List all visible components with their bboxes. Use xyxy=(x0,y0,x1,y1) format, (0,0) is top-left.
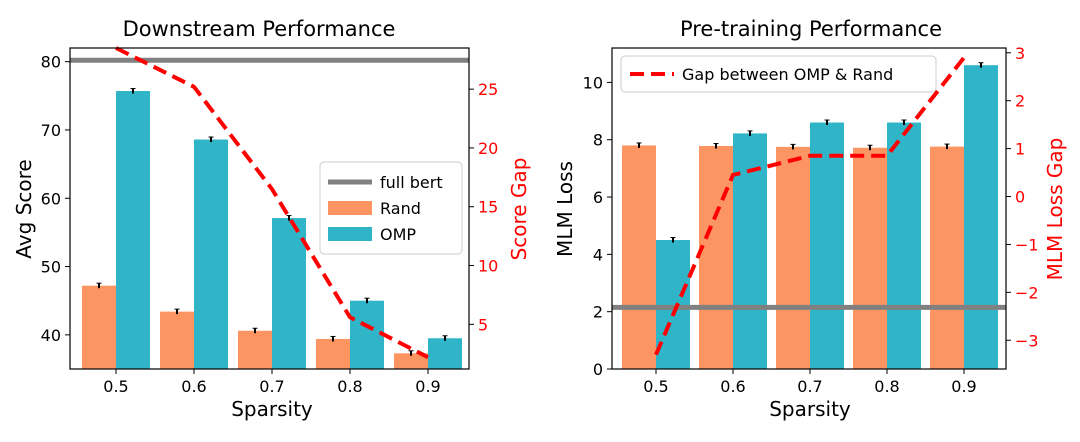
x-axis-title: Sparsity xyxy=(769,397,851,421)
loss-gap-line xyxy=(654,56,966,356)
y2-tick-label: −1 xyxy=(1015,235,1039,254)
y-tick-label: 10 xyxy=(583,73,603,92)
legend-swatch-omp xyxy=(328,227,372,241)
y-tick-label: 40 xyxy=(41,326,61,345)
legend-swatch-rand xyxy=(328,201,372,215)
bar-group xyxy=(82,91,462,370)
x-tick-label: 0.7 xyxy=(259,377,284,396)
bar-rand-0_7 xyxy=(238,330,272,369)
y2-tick-label: 10 xyxy=(478,257,498,276)
bar-rand-0_7 xyxy=(776,146,810,369)
y2-tick-label: 15 xyxy=(478,198,498,217)
bar-rand-0_9 xyxy=(930,146,964,369)
bar-omp-0_5 xyxy=(116,91,150,370)
y-tick-label: 60 xyxy=(41,189,61,208)
bar-omp-0_6 xyxy=(194,139,228,369)
bar-rand-0_6 xyxy=(160,311,194,369)
x-axis-ticks: 0.5 0.6 0.7 0.8 0.9 xyxy=(103,369,441,396)
y2-tick-label: 3 xyxy=(1015,44,1025,63)
bar-rand-0_6 xyxy=(699,146,733,369)
y-tick-label: 80 xyxy=(41,53,61,72)
y-tick-label: 2 xyxy=(593,303,603,322)
bar-omp-0_8 xyxy=(350,300,384,369)
chart-title: Pre-training Performance xyxy=(680,17,942,41)
y2-axis-title: MLM Loss Gap xyxy=(1043,138,1067,281)
x-axis-title: Sparsity xyxy=(231,397,313,421)
legend-label-omp: OMP xyxy=(380,225,416,244)
bar-omp-0_7 xyxy=(810,122,844,370)
y-tick-label: 4 xyxy=(593,245,603,264)
x-tick-label: 0.6 xyxy=(181,377,206,396)
chart-title: Downstream Performance xyxy=(123,17,396,41)
plot-frame xyxy=(69,47,470,370)
legend: Gap between OMP & Rand xyxy=(620,55,937,93)
bar-omp-0_5 xyxy=(656,240,690,369)
y-axis-ticks: 40 50 60 70 80 xyxy=(41,53,70,345)
x-tick-label: 0.9 xyxy=(415,377,440,396)
x-tick-label: 0.5 xyxy=(103,377,128,396)
y2-tick-label: −2 xyxy=(1015,283,1039,302)
y2-tick-label: 0 xyxy=(1015,188,1025,207)
y2-axis-ticks: −3 −2 −1 0 1 2 3 xyxy=(1006,44,1039,350)
bar-rand-0_9 xyxy=(394,353,428,369)
error-bar-group xyxy=(96,88,448,356)
y2-tick-label: 5 xyxy=(478,315,488,334)
bar-omp-0_9 xyxy=(428,338,462,369)
y2-tick-label: 25 xyxy=(478,80,498,99)
y2-tick-label: 20 xyxy=(478,139,498,158)
y2-axis-ticks: 5 10 15 20 25 xyxy=(469,80,498,334)
y2-tick-label: −3 xyxy=(1015,331,1039,350)
score-gap-line xyxy=(115,46,429,360)
y-tick-label: 50 xyxy=(41,258,61,277)
y2-tick-label: 1 xyxy=(1015,140,1025,159)
error-bar-group xyxy=(636,62,984,243)
legend-label-rand: Rand xyxy=(380,199,421,218)
y-tick-label: 70 xyxy=(41,121,61,140)
chart-downstream: Downstream Performance 40 50 60 70 80 5 10 15 2… xyxy=(12,17,531,421)
legend-label-gap: Gap between OMP & Rand xyxy=(682,65,893,84)
bar-omp-0_7 xyxy=(272,218,306,369)
x-axis-ticks: 0.5 0.6 0.7 0.8 0.9 xyxy=(643,369,977,396)
y-tick-label: 6 xyxy=(593,188,603,207)
bar-rand-0_5 xyxy=(622,145,656,369)
legend-label-full-bert: full bert xyxy=(380,173,443,192)
bar-group xyxy=(622,65,998,370)
x-tick-label: 0.9 xyxy=(951,377,976,396)
bar-omp-0_8 xyxy=(887,122,921,370)
bar-omp-0_9 xyxy=(964,65,998,370)
x-tick-label: 0.8 xyxy=(874,377,899,396)
legend: full bert Rand OMP xyxy=(319,161,463,255)
legend-box xyxy=(620,55,937,93)
x-tick-label: 0.7 xyxy=(797,377,822,396)
y-axis-title: Avg Score xyxy=(12,159,36,258)
y-axis-title: MLM Loss xyxy=(553,161,577,257)
y2-tick-label: 2 xyxy=(1015,92,1025,111)
x-tick-label: 0.5 xyxy=(643,377,668,396)
y-axis-ticks: 0 2 4 6 8 10 xyxy=(583,73,612,379)
bar-rand-0_5 xyxy=(82,285,116,369)
y-tick-label: 0 xyxy=(593,360,603,379)
x-tick-label: 0.8 xyxy=(337,377,362,396)
bar-rand-0_8 xyxy=(316,338,350,369)
plot-frame xyxy=(611,47,1007,370)
x-tick-label: 0.6 xyxy=(720,377,745,396)
bar-rand-0_8 xyxy=(853,147,887,369)
y-tick-label: 8 xyxy=(593,131,603,150)
y2-axis-title: Score Gap xyxy=(507,158,531,261)
